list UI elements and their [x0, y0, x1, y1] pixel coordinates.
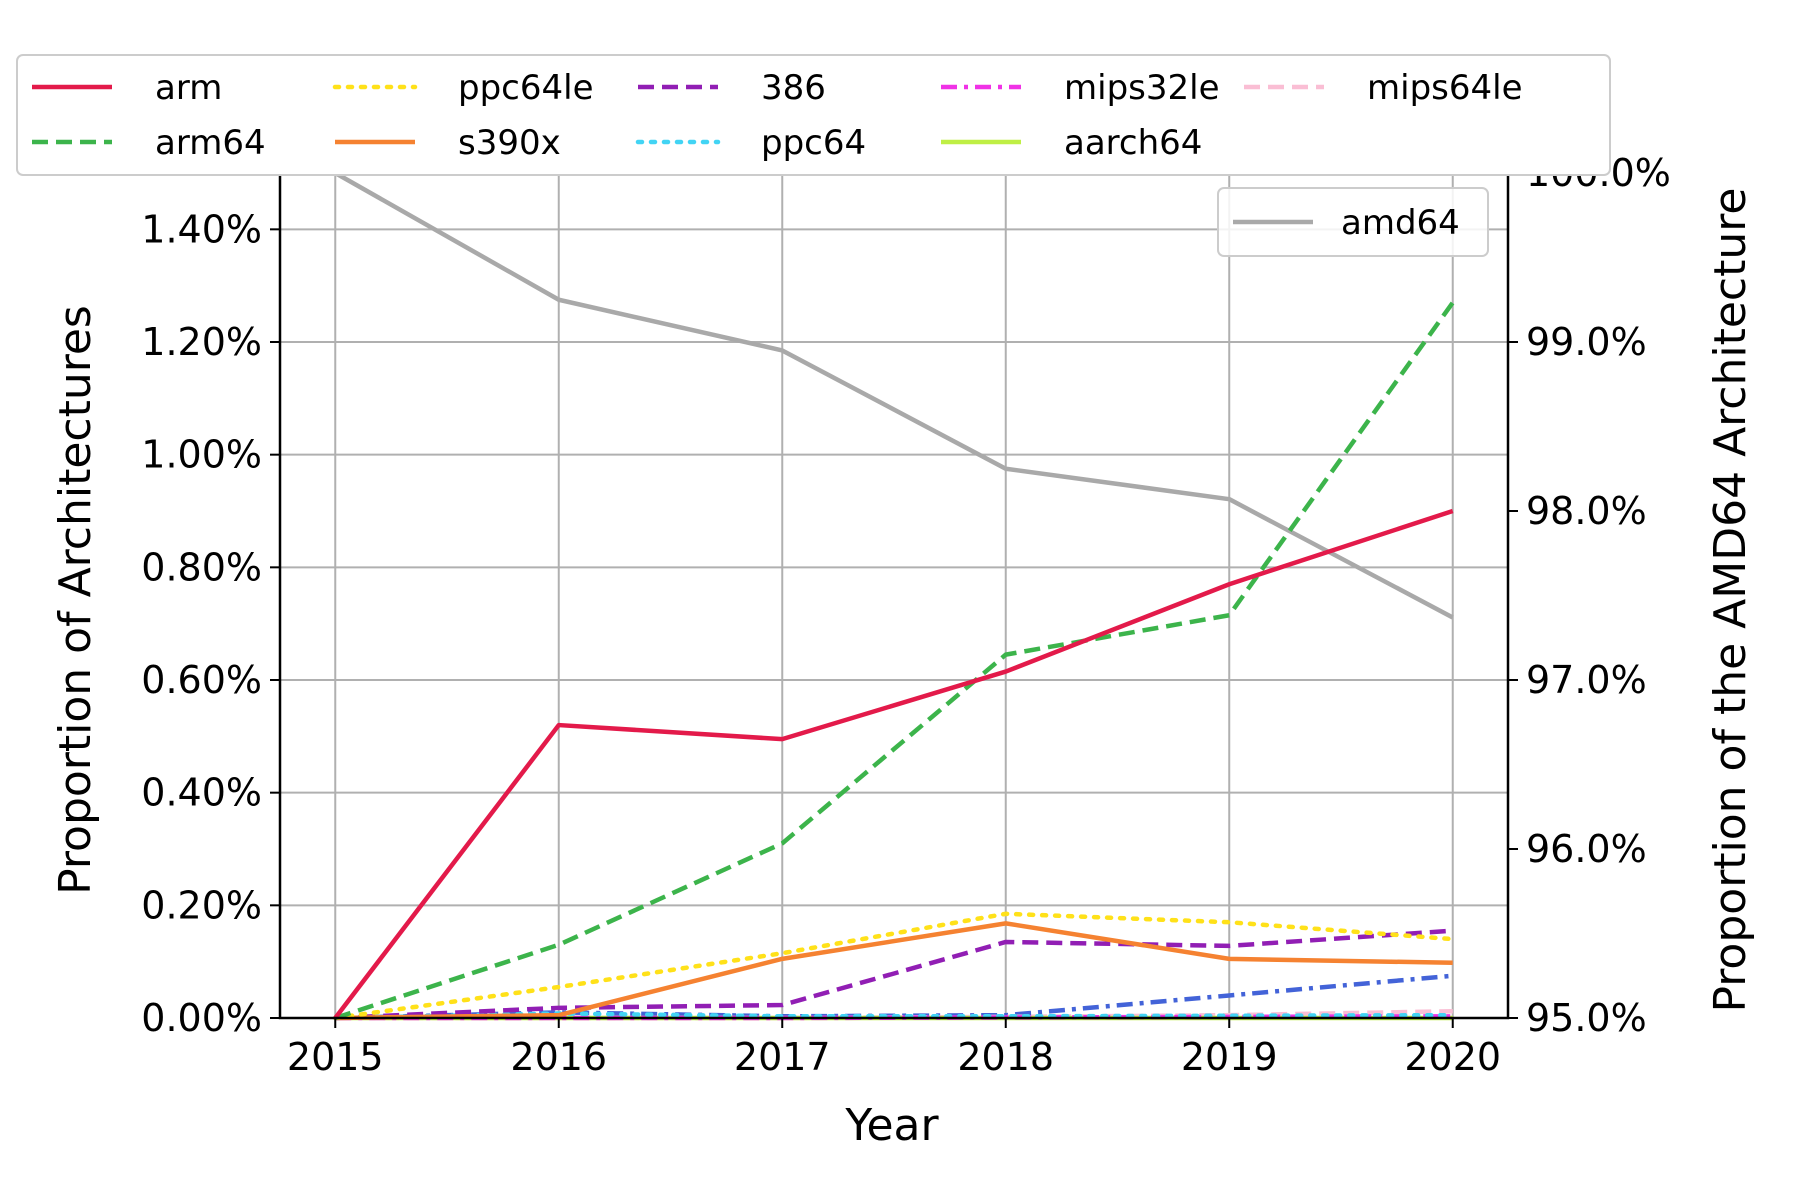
series-layer	[333, 171, 1455, 1021]
legend-label-amd64: amd64	[1341, 203, 1460, 243]
left-y-axis-ticks: 0.00% 0.20% 0.40% 0.60% 0.80% 1.00% 1.20% 1.40%	[141, 207, 280, 1040]
right-y-axis-ticks: 95.0%96.0%97.0%98.0%99.0%100.0%	[1508, 151, 1671, 1040]
x-tick-label: 2018	[957, 1035, 1054, 1079]
legend-secondary: amd64	[1217, 187, 1489, 257]
legend-label-386: 386	[761, 68, 826, 108]
arm-line	[333, 508, 1454, 1020]
legend-label-mips32le: mips32le	[1064, 68, 1220, 108]
y2-tick-label: 98.0%	[1526, 489, 1647, 533]
y-tick-label: 0.20%	[141, 883, 262, 927]
y2-tick-label: 95.0%	[1526, 996, 1647, 1040]
legend-label-aarch64: aarch64	[1064, 123, 1202, 163]
x-tick-label: 2016	[510, 1035, 607, 1079]
arm64-line	[334, 301, 1455, 1021]
x-tick-label: 2019	[1181, 1035, 1278, 1079]
legend-secondary-box	[1217, 187, 1489, 257]
amd64-line	[334, 171, 1454, 620]
y-tick-label: 0.80%	[141, 545, 262, 589]
x-tick-label: 2015	[287, 1035, 384, 1079]
s390x-line	[335, 921, 1453, 1021]
left-y-axis-title: Proportion of Architectures	[50, 305, 101, 895]
legend-primary: arm arm64 ppc64le s390x 386 ppc64 mips32le aarc…	[16, 54, 1611, 176]
y2-tick-label: 99.0%	[1526, 320, 1647, 364]
386-line	[335, 928, 1453, 1021]
y-tick-label: 1.40%	[141, 207, 262, 251]
y-tick-label: 1.20%	[141, 320, 262, 364]
legend-label-ppc64le: ppc64le	[458, 68, 594, 108]
y-tick-label: 0.00%	[141, 996, 262, 1040]
legend-label-mips64le: mips64le	[1367, 68, 1523, 108]
x-axis-title: Year	[844, 1100, 939, 1151]
ppc64le-line	[333, 911, 1455, 1021]
y-tick-label: 1.00%	[141, 433, 262, 477]
x-tick-label: 2017	[734, 1035, 831, 1079]
legend-label-s390x: s390x	[458, 123, 561, 163]
y-tick-label: 0.60%	[141, 658, 262, 702]
x-axis-ticks: 2015 2016 2017 2018 2019 2020	[287, 1018, 1501, 1079]
grid-lines	[280, 173, 1508, 1019]
legend-label-arm64: arm64	[155, 123, 266, 163]
y2-tick-label: 96.0%	[1526, 827, 1647, 871]
y2-tick-label: 97.0%	[1526, 658, 1647, 702]
plot-area-frame	[278, 171, 1510, 1020]
legend-label-arm: arm	[155, 68, 222, 108]
y-tick-label: 0.40%	[141, 771, 262, 815]
x-tick-label: 2020	[1404, 1035, 1501, 1079]
legend-label-ppc64: ppc64	[761, 123, 866, 163]
right-y-axis-title: Proportion of the AMD64 Architecture	[1705, 188, 1756, 1013]
